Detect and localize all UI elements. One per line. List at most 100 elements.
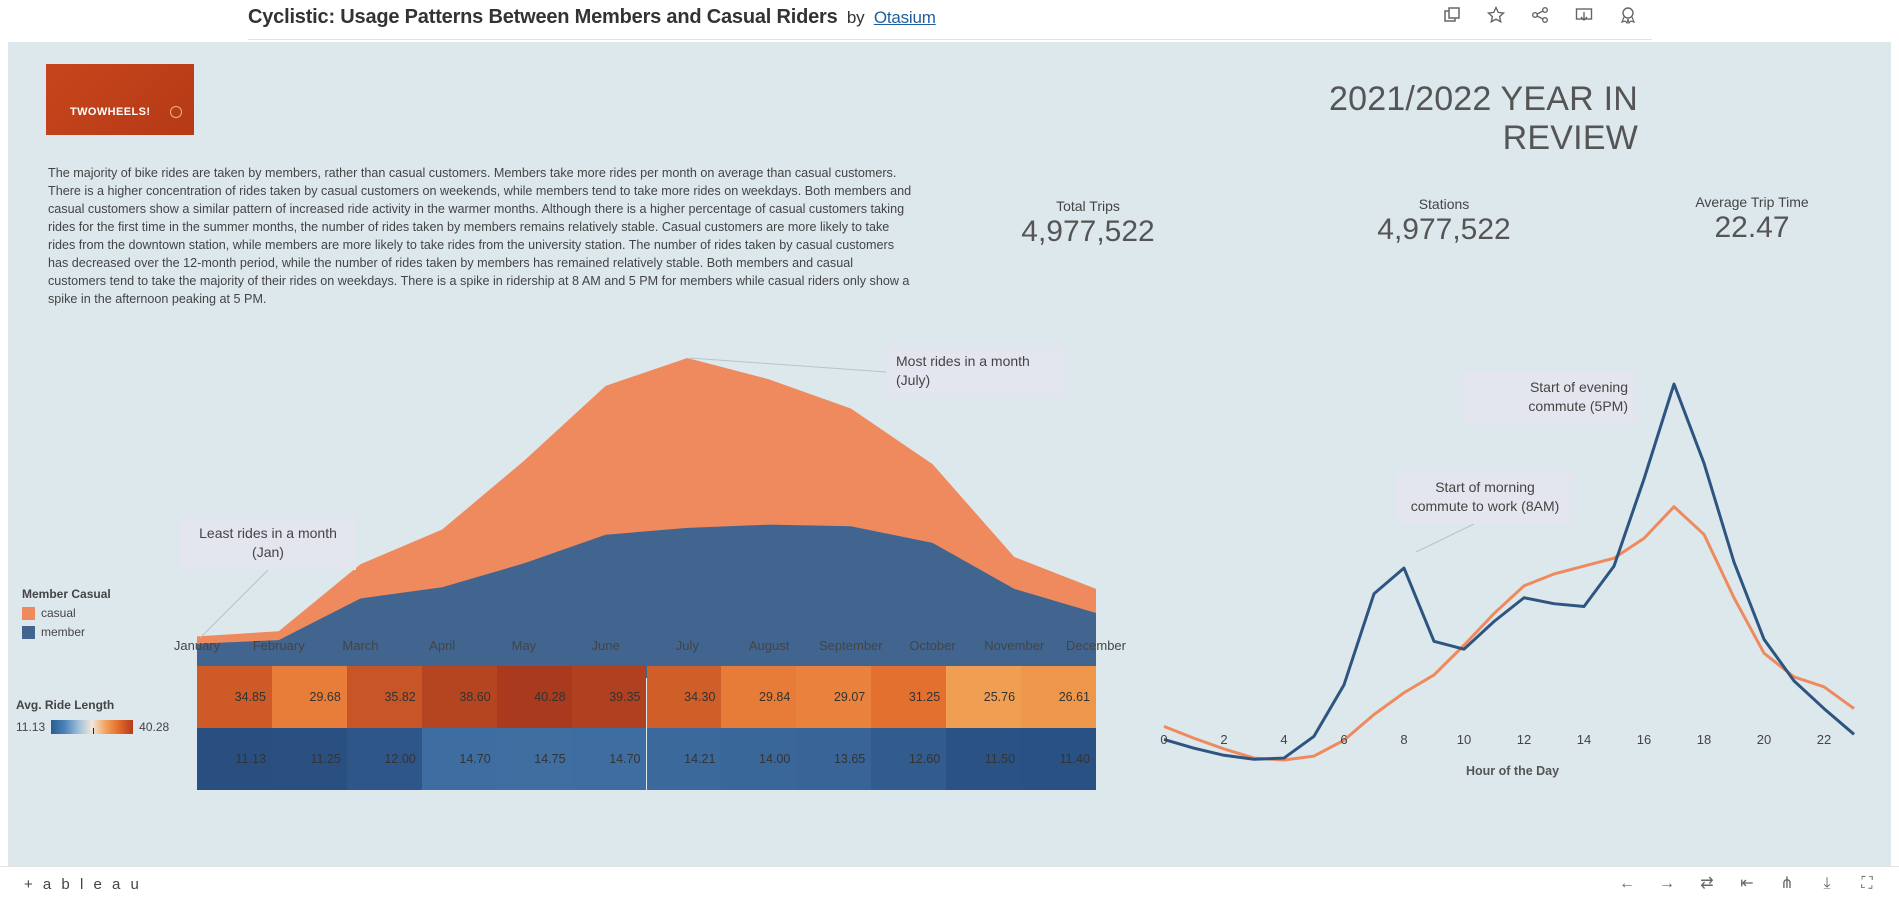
star-icon[interactable] <box>1484 5 1508 30</box>
ride-length-heatmap: 34.85 29.68 35.82 38.60 40.28 39.35 34.30 29.84… <box>197 666 1096 790</box>
share-icon[interactable]: ⋔ <box>1780 875 1794 892</box>
kpi-average-trip-time: Average Trip Time 22.47 <box>1652 194 1852 245</box>
badge-icon[interactable] <box>1616 6 1640 30</box>
heatmap-cell-member[interactable]: 12.00 <box>346 728 422 790</box>
kpi-label: Average Trip Time <box>1695 194 1809 210</box>
footer-toolbar: ← → ⇄ ⇤ ⋔ ⤓ ⛶ <box>1616 873 1878 895</box>
tableau-logo: + a b l e a u <box>24 876 142 893</box>
hour-tick-label: 18 <box>1696 732 1712 747</box>
tableau-footer: + a b l e a u ← → ⇄ ⇤ ⋔ ⤓ ⛶ <box>0 866 1899 899</box>
heatmap-cell-member[interactable]: 14.70 <box>571 728 647 790</box>
fullscreen-icon[interactable]: ⛶ <box>1861 875 1873 892</box>
header-divider <box>248 39 1652 40</box>
hour-tick-label: 10 <box>1456 732 1472 747</box>
member-area <box>197 524 1096 678</box>
logo-ring-icon <box>170 106 182 118</box>
heatmap-cell-casual[interactable]: 39.35 <box>571 666 647 728</box>
heatmap-cell-member[interactable]: 11.40 <box>1021 728 1096 790</box>
author-link[interactable]: Otasium <box>873 8 936 27</box>
heatmap-cell-casual[interactable]: 38.60 <box>421 666 497 728</box>
heatmap-cell-member[interactable]: 14.00 <box>721 728 797 790</box>
download-icon[interactable]: ⤓ <box>1823 875 1831 892</box>
heatmap-cell-member[interactable]: 14.75 <box>496 728 572 790</box>
month-axis: January February March April May June July Augu… <box>162 638 1126 656</box>
heatmap-cell-member[interactable]: 14.70 <box>421 728 497 790</box>
month-tick-label: February <box>252 638 305 653</box>
legend-swatch <box>22 625 35 639</box>
scale-max: 40.28 <box>139 720 170 734</box>
description-text: The majority of bike rides are taken by … <box>48 166 912 306</box>
month-tick-label: March <box>342 638 379 653</box>
hour-tick-label: 2 <box>1220 732 1228 747</box>
kpi-total-trips: Total Trips 4,977,522 <box>988 198 1188 249</box>
member-line <box>1163 382 1855 761</box>
hour-tick-label: 0 <box>1160 732 1168 747</box>
revert-icon[interactable]: ⇄ <box>1700 875 1714 892</box>
kpi-stations: Stations 4,977,522 <box>1344 196 1544 247</box>
month-tick-label: July <box>675 638 699 653</box>
color-scale-bar <box>51 720 134 734</box>
legend-item-casual[interactable]: casual <box>22 606 111 620</box>
legend-swatch <box>22 606 35 620</box>
share-icon[interactable] <box>1528 6 1552 30</box>
annotation-leader-least <box>199 569 269 639</box>
workbook-title: Cyclistic: Usage Patterns Between Member… <box>248 6 936 29</box>
duplicate-icon[interactable] <box>1440 6 1464 30</box>
heatmap-cell-casual[interactable]: 29.68 <box>271 666 347 728</box>
undo-icon[interactable]: ← <box>1619 875 1635 892</box>
heatmap-cell-member[interactable]: 12.60 <box>871 728 947 790</box>
annotation-least-rides: Least rides in a month (Jan) <box>180 518 356 570</box>
annotation-most-rides: Most rides in a month (July) <box>886 346 1066 398</box>
month-tick-label: September <box>819 638 883 653</box>
legend-label: member <box>41 625 86 639</box>
kpi-value: 4,977,522 <box>1021 215 1155 248</box>
annotation-morning-commute: Start of morning commute to work (8AM) <box>1396 472 1574 524</box>
heatmap-cell-member[interactable]: 11.13 <box>197 728 272 790</box>
month-tick-label: June <box>591 638 620 653</box>
hour-tick-label: 4 <box>1280 732 1288 747</box>
reset-icon[interactable]: ⇤ <box>1740 875 1754 892</box>
heatmap-cell-casual[interactable]: 34.30 <box>646 666 722 728</box>
heatmap-cell-casual[interactable]: 40.28 <box>496 666 572 728</box>
ride-length-legend: Avg. Ride Length 11.13 40.28 <box>16 698 169 734</box>
legend-title: Avg. Ride Length <box>16 698 115 712</box>
legend-item-member[interactable]: member <box>22 625 111 639</box>
heatmap-cell-casual[interactable]: 25.76 <box>946 666 1022 728</box>
scale-min: 11.13 <box>16 720 46 734</box>
download-icon[interactable] <box>1572 6 1596 30</box>
month-tick-label: January <box>173 638 221 653</box>
annotation-leader-morning <box>1415 523 1475 553</box>
month-tick-label: October <box>909 638 956 653</box>
brand-logo: TWOWHEELS! <box>46 64 194 135</box>
heatmap-cell-casual[interactable]: 29.84 <box>721 666 797 728</box>
heatmap-cell-casual[interactable]: 29.07 <box>796 666 872 728</box>
hour-tick-label: 22 <box>1816 732 1832 747</box>
heatmap-cell-member[interactable]: 11.50 <box>946 728 1022 790</box>
heatmap-cell-casual[interactable]: 26.61 <box>1021 666 1096 728</box>
month-tick-label: August <box>748 638 790 653</box>
member-casual-legend: Member Casual casual member <box>22 587 111 644</box>
header-bar: Cyclistic: Usage Patterns Between Member… <box>0 0 1899 40</box>
heatmap-cell-member[interactable]: 11.25 <box>271 728 347 790</box>
month-tick-label: December <box>1066 638 1126 653</box>
heatmap-cell-member[interactable]: 14.21 <box>646 728 722 790</box>
heatmap-cell-member[interactable]: 13.65 <box>796 728 872 790</box>
title-text: Cyclistic: Usage Patterns Between Member… <box>248 6 838 28</box>
hour-tick-label: 12 <box>1516 732 1532 747</box>
hour-tick-label: 16 <box>1636 732 1652 747</box>
hour-tick-label: 20 <box>1756 732 1772 747</box>
heatmap-cell-casual[interactable]: 34.85 <box>197 666 272 728</box>
hour-tick-label: 6 <box>1340 732 1348 747</box>
heatmap-cell-casual[interactable]: 31.25 <box>871 666 947 728</box>
hour-tick-label: 14 <box>1576 732 1592 747</box>
logo-text: TWOWHEELS! <box>70 106 151 118</box>
heatmap-cell-casual[interactable]: 35.82 <box>346 666 422 728</box>
redo-icon[interactable]: → <box>1659 875 1675 892</box>
month-tick-label: November <box>984 638 1045 653</box>
dashboard-headline: 2021/2022 YEAR IN REVIEW <box>1329 80 1638 157</box>
month-tick-label: April <box>429 638 456 653</box>
annotation-evening-commute: Start of evening commute (5PM) <box>1462 372 1638 424</box>
legend-title: Member Casual <box>22 587 111 601</box>
